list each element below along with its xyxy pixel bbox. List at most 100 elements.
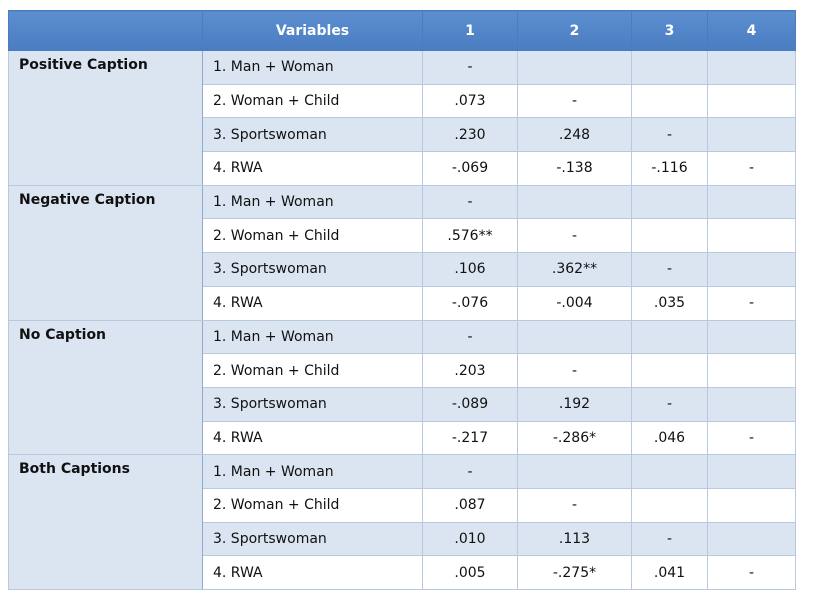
value-cell: - [707,285,796,321]
table-row: 2. Woman + Child .073- [9,83,796,119]
header-cell: Variables [202,10,423,51]
variable-cell: 1. Man + Woman [202,50,423,85]
empty-cell [707,83,796,119]
variable-cell: 1. Man + Woman [202,319,423,355]
value-cell: -.069 [422,151,518,186]
empty-cell [631,454,708,489]
empty-cell [707,487,796,523]
table-row: 3. Sportswoman -.089.192- [9,386,796,422]
table-row: 4. RWA -.217 -.286* .046- [9,420,796,456]
empty-cell [517,454,632,489]
value-cell: - [631,386,708,422]
header-cell: 2 [517,10,632,51]
variable-cell: 4. RWA [202,151,423,186]
empty-cell [707,454,796,489]
value-cell: .248 [517,117,632,153]
table-row: 3. Sportswoman .106.362** - [9,252,796,287]
table-row: Positive Caption 1. Man + Woman - [8,50,796,186]
value-cell: - [517,83,632,119]
value-cell: .073 [422,83,518,119]
empty-cell [631,487,708,523]
empty-cell [631,218,708,254]
value-cell: - [422,319,518,355]
variable-cell: 3. Sportswoman [202,386,423,422]
value-cell: .106 [422,252,518,287]
value-cell: - [517,487,632,523]
value-cell: .035 [631,285,708,321]
value-cell: - [422,184,518,220]
value-cell: - [707,151,796,186]
table-row: 2. Woman + Child .576** - [9,218,796,254]
empty-cell [631,353,708,388]
empty-cell [707,50,796,85]
empty-cell [631,50,708,85]
value-cell: .041 [631,555,708,590]
empty-cell [631,184,708,220]
group-label: No Caption [8,319,203,456]
value-cell: - [422,50,518,85]
value-cell: -.004 [517,285,632,321]
value-cell: - [422,454,518,489]
value-cell: .203 [422,353,518,388]
value-cell: .576** [422,218,518,254]
value-cell: .005 [422,555,518,590]
header-cell: 4 [707,10,796,51]
table-row: 3. Sportswoman .230.248- [9,117,796,153]
empty-cell [707,218,796,254]
empty-cell [707,521,796,557]
table-row: 3. Sportswoman .010.113- [9,521,796,557]
empty-cell [707,386,796,422]
value-cell: - [517,218,632,254]
value-cell: .113 [517,521,632,557]
value-cell: -.116 [631,151,708,186]
empty-cell [517,319,632,355]
group-label: Negative Caption [8,184,203,321]
variable-cell: 4. RWA [202,555,423,590]
group-label: Positive Caption [8,50,203,186]
table-row: Negative Caption 1. Man + Woman - [8,184,796,321]
header-cell: 3 [631,10,708,51]
empty-cell [517,184,632,220]
empty-cell [517,50,632,85]
variable-cell: 4. RWA [202,285,423,321]
value-cell: .087 [422,487,518,523]
header-row: Variables 1 2 3 4 [8,10,796,51]
table-row: 4. RWA -.076 -.004.035- [9,285,796,321]
header-cell [8,10,203,51]
value-cell: -.275* [517,555,632,590]
group-label: Both Captions [8,454,203,590]
variable-cell: 2. Woman + Child [202,83,423,119]
table-row: 4. RWA .005 -.275* .041- [9,555,796,590]
value-cell: - [707,420,796,456]
value-cell: - [631,117,708,153]
empty-cell [631,83,708,119]
variable-cell: 1. Man + Woman [202,184,423,220]
value-cell: - [707,555,796,590]
correlation-table: Variables 1 2 3 4 Positive Caption 1. Man + W… [8,10,796,590]
empty-cell [631,319,708,355]
header-cell: 1 [422,10,518,51]
variable-cell: 2. Woman + Child [202,218,423,254]
value-cell: -.138 [517,151,632,186]
variable-cell: 3. Sportswoman [202,117,423,153]
variable-cell: 3. Sportswoman [202,252,423,287]
empty-cell [707,117,796,153]
value-cell: - [517,353,632,388]
variable-cell: 2. Woman + Child [202,353,423,388]
value-cell: - [631,521,708,557]
value-cell: .046 [631,420,708,456]
empty-cell [707,252,796,287]
value-cell: -.076 [422,285,518,321]
value-cell: .362** [517,252,632,287]
value-cell: .010 [422,521,518,557]
value-cell: -.217 [422,420,518,456]
value-cell: .192 [517,386,632,422]
variable-cell: 4. RWA [202,420,423,456]
value-cell: -.286* [517,420,632,456]
empty-cell [707,319,796,355]
variable-cell: 1. Man + Woman [202,454,423,489]
empty-cell [707,353,796,388]
value-cell: -.089 [422,386,518,422]
variable-cell: 3. Sportswoman [202,521,423,557]
